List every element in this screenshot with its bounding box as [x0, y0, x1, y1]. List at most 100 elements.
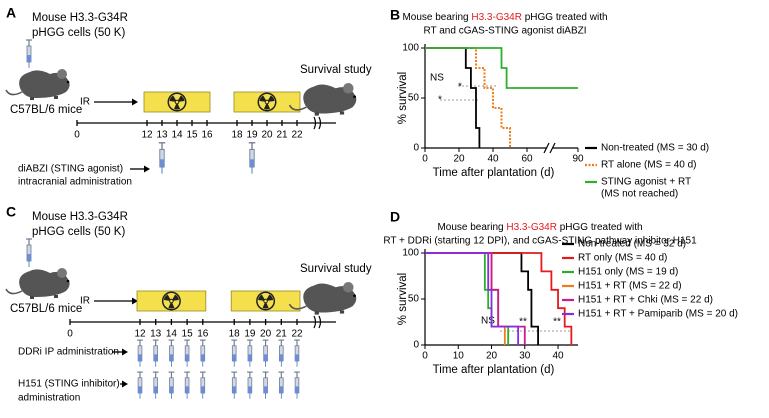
syringe	[277, 339, 285, 368]
day-label: 18	[231, 130, 243, 141]
y-tick-label: 50	[408, 93, 420, 104]
y-axis-label: % survival	[397, 273, 409, 325]
day-label: 0	[74, 130, 80, 141]
legend-label: H151 only (MS = 19 d)	[578, 267, 678, 278]
treatment-label: administration	[18, 393, 80, 404]
x-axis-label: Time after plantation (d)	[433, 167, 555, 179]
day-label: 15	[182, 329, 194, 340]
day-label: 15	[186, 130, 198, 141]
syringe	[152, 339, 160, 368]
chart-subtitle: RT and cGAS-STING agonist diABZI	[423, 26, 586, 37]
x-tick-label: 40	[552, 351, 564, 362]
survival-curve	[425, 252, 520, 345]
day-label: 16	[201, 130, 213, 141]
syringe	[246, 339, 254, 368]
y-tick-label: 0	[413, 340, 419, 351]
survival-curve	[425, 252, 573, 345]
syringe	[230, 339, 238, 368]
legend-label: H151 + RT (MS = 22 d)	[578, 281, 682, 292]
mouse	[5, 267, 71, 300]
ir-label: IR	[80, 296, 90, 307]
panel-letter: D	[390, 209, 400, 225]
day-label: 16	[197, 329, 209, 340]
radiation-icon	[167, 92, 187, 112]
survival-curve	[425, 252, 510, 345]
survival-curve	[425, 47, 511, 148]
legend-label: (MS not reached)	[601, 189, 678, 200]
day-label: 13	[150, 329, 162, 340]
timeline-break	[313, 315, 322, 329]
day-label: 0	[67, 329, 73, 340]
arrow-head	[132, 98, 138, 106]
mice-label: C57BL/6 mice	[10, 303, 82, 315]
title-part: pHGG treated with	[522, 12, 608, 23]
survival-label: Survival study	[300, 64, 372, 76]
x-tick-label: 90	[572, 154, 584, 165]
y-tick-label: 100	[402, 248, 419, 259]
day-label: 12	[134, 329, 146, 340]
annotation: NS	[481, 316, 495, 327]
syringe	[293, 371, 301, 400]
x-axis-label: Time after plantation (d)	[433, 364, 555, 376]
survival-curve	[425, 252, 506, 345]
day-label: 18	[229, 329, 241, 340]
y-tick-label: 100	[402, 43, 419, 54]
cells-label: pHGG cells (50 K)	[32, 27, 125, 39]
radiation-icon	[255, 291, 276, 311]
mice-label: C57BL/6 mice	[10, 104, 82, 116]
panel-letter: C	[6, 204, 16, 220]
cells-label: Mouse H3.3-G34R	[32, 12, 128, 24]
panel-letter: A	[6, 5, 16, 21]
ir-label: IR	[80, 97, 90, 108]
day-label: 20	[261, 130, 273, 141]
syringe	[158, 142, 166, 175]
syringe	[183, 371, 191, 400]
annotation: **	[553, 317, 561, 328]
arrow-head	[122, 380, 128, 388]
radiation-icon	[161, 291, 182, 311]
syringe	[262, 339, 270, 368]
syringe	[248, 142, 256, 175]
syringe	[293, 339, 301, 368]
y-tick-label: 50	[408, 294, 420, 305]
cells-label: pHGG cells (50 K)	[32, 226, 125, 238]
arrow-head	[122, 348, 128, 356]
legend-label: STING agonist + RT	[601, 177, 691, 188]
x-tick-label: 10	[453, 351, 465, 362]
axis-break	[543, 142, 556, 154]
x-tick-label: 20	[453, 154, 465, 165]
title-part: H3.3-G34R	[506, 222, 557, 233]
treatment-label: H151 (STING inhibitor)	[18, 379, 120, 390]
y-axis-label: % survival	[397, 72, 409, 124]
legend-label: H151 + RT + Chki (MS = 22 d)	[578, 295, 713, 306]
syringe	[262, 371, 270, 400]
day-label: 19	[246, 130, 258, 141]
survival-label: Survival study	[300, 263, 372, 275]
syringe	[199, 371, 207, 400]
day-label: 22	[291, 329, 303, 340]
annotation: *	[458, 82, 462, 93]
day-label: 12	[141, 130, 153, 141]
survival-curve	[425, 252, 539, 345]
mouse	[5, 68, 71, 101]
treatment-label: DDRi IP administration	[18, 347, 119, 358]
y-tick-label: 0	[413, 143, 419, 154]
day-label: 14	[171, 130, 183, 141]
day-label: 14	[166, 329, 178, 340]
annotation: *	[438, 95, 442, 106]
syringe	[25, 238, 33, 268]
title-part: Mouse bearing	[437, 222, 506, 233]
survival-curve	[425, 47, 481, 148]
syringe	[136, 339, 144, 368]
survival-curve	[425, 252, 526, 345]
syringe	[246, 371, 254, 400]
legend-label: Non-treated (MS = 32 d)	[578, 239, 686, 250]
x-tick-label: 40	[487, 154, 499, 165]
title-part: pHGG treated with	[557, 222, 643, 233]
syringe	[183, 339, 191, 368]
syringe	[167, 339, 175, 368]
legend-label: RT only (MS = 40 d)	[578, 253, 667, 264]
title-part: H3.3-G34R	[471, 12, 522, 23]
legend-label: H151 + RT + Pamiparib (MS = 20 d)	[578, 309, 738, 320]
